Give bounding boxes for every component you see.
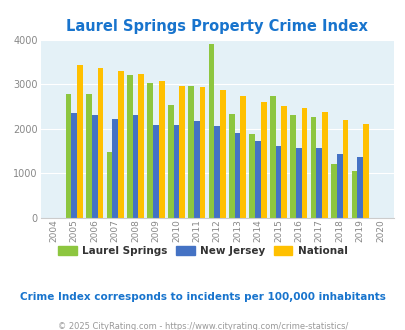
Bar xyxy=(92,115,97,218)
Bar xyxy=(310,117,315,218)
Bar xyxy=(269,96,275,218)
Bar xyxy=(71,113,77,218)
Bar xyxy=(97,68,103,218)
Bar xyxy=(199,87,205,218)
Text: Crime Index corresponds to incidents per 100,000 inhabitants: Crime Index corresponds to incidents per… xyxy=(20,292,385,302)
Bar xyxy=(127,75,132,218)
Title: Laurel Springs Property Crime Index: Laurel Springs Property Crime Index xyxy=(66,19,367,34)
Bar xyxy=(301,108,307,218)
Bar xyxy=(147,83,153,218)
Bar xyxy=(281,106,286,218)
Bar xyxy=(255,141,260,218)
Bar xyxy=(153,125,158,218)
Bar xyxy=(86,94,92,218)
Bar xyxy=(66,94,71,218)
Bar xyxy=(158,82,164,218)
Bar xyxy=(118,71,124,218)
Bar xyxy=(315,148,321,218)
Bar xyxy=(167,105,173,218)
Bar xyxy=(330,164,336,218)
Bar xyxy=(132,115,138,218)
Bar xyxy=(336,154,342,218)
Bar xyxy=(220,90,225,218)
Bar xyxy=(275,146,281,218)
Bar xyxy=(249,134,255,218)
Bar xyxy=(362,124,368,218)
Bar xyxy=(138,74,144,218)
Text: © 2025 CityRating.com - https://www.cityrating.com/crime-statistics/: © 2025 CityRating.com - https://www.city… xyxy=(58,322,347,330)
Bar xyxy=(214,126,220,218)
Bar xyxy=(179,86,185,218)
Bar xyxy=(77,65,83,218)
Bar xyxy=(260,102,266,218)
Bar xyxy=(188,86,194,218)
Bar xyxy=(228,114,234,218)
Bar xyxy=(240,96,245,218)
Bar xyxy=(342,120,347,218)
Bar xyxy=(290,115,295,218)
Bar xyxy=(356,157,362,218)
Bar xyxy=(351,172,356,218)
Bar xyxy=(173,125,179,218)
Bar xyxy=(234,133,240,218)
Bar xyxy=(295,148,301,218)
Legend: Laurel Springs, New Jersey, National: Laurel Springs, New Jersey, National xyxy=(54,242,351,260)
Bar xyxy=(106,152,112,218)
Bar xyxy=(208,44,214,218)
Bar xyxy=(194,121,199,218)
Bar xyxy=(321,112,327,218)
Bar xyxy=(112,119,118,218)
